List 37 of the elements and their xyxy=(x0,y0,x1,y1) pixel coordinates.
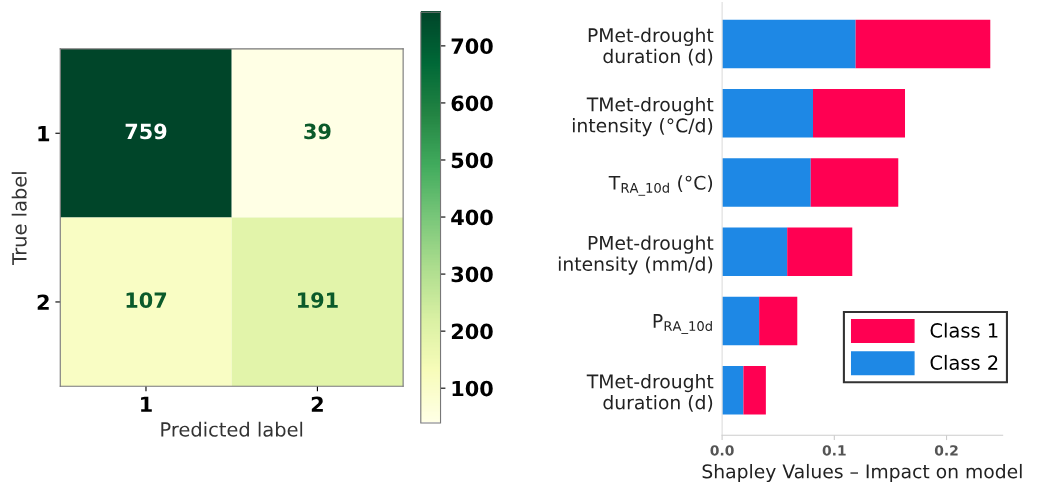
color-bar-label: 400 xyxy=(451,209,493,226)
data-label: 39 xyxy=(304,123,331,140)
color-bar-label: 600 xyxy=(451,95,493,112)
y-tick-label: P$_{RA_10d}$ xyxy=(653,314,712,334)
y-tick-label: PMet-drought duration (d) xyxy=(588,27,714,66)
bar xyxy=(855,19,991,69)
bar xyxy=(722,158,811,207)
color-bar-label: 200 xyxy=(451,323,493,340)
bar xyxy=(813,89,906,138)
color-bar-label: 500 xyxy=(451,152,493,169)
x-axis-title: Predicted label xyxy=(161,421,303,437)
bar xyxy=(810,158,899,207)
bar xyxy=(722,19,856,69)
y-tick-label: TMet-drought intensity (°C/d) xyxy=(572,97,714,137)
y-axis-title: True label xyxy=(11,172,27,265)
y-tick-label: TMet-drought duration (d) xyxy=(586,374,714,412)
x-tick-label: 0.0 xyxy=(710,445,734,456)
y-tick-label: T$_{RA_10d}$ (°C) xyxy=(608,175,713,196)
x-axis-title: Shapley Values – Impact on model xyxy=(702,463,1022,483)
x-tick-label: 0.1 xyxy=(822,445,846,456)
bar xyxy=(759,296,798,346)
bar xyxy=(722,227,788,276)
x-tick-label: 0.2 xyxy=(934,445,958,456)
data-label: 759 xyxy=(125,123,167,140)
bar xyxy=(743,365,766,415)
bar xyxy=(722,365,744,415)
color-bar-label: 100 xyxy=(452,380,493,397)
data-label: 191 xyxy=(298,292,338,308)
y-tick-label: PMet-drought intensity (mm/d) xyxy=(558,235,714,275)
bar xyxy=(787,227,853,276)
legend-label: Class 2 xyxy=(930,354,998,370)
legend-label: Class 1 xyxy=(930,322,998,338)
color-bar-label: 300 xyxy=(451,266,493,283)
color-bar-label: 700 xyxy=(451,38,493,55)
data-label: 107 xyxy=(126,292,167,308)
bar xyxy=(722,296,760,346)
bar xyxy=(722,89,813,138)
